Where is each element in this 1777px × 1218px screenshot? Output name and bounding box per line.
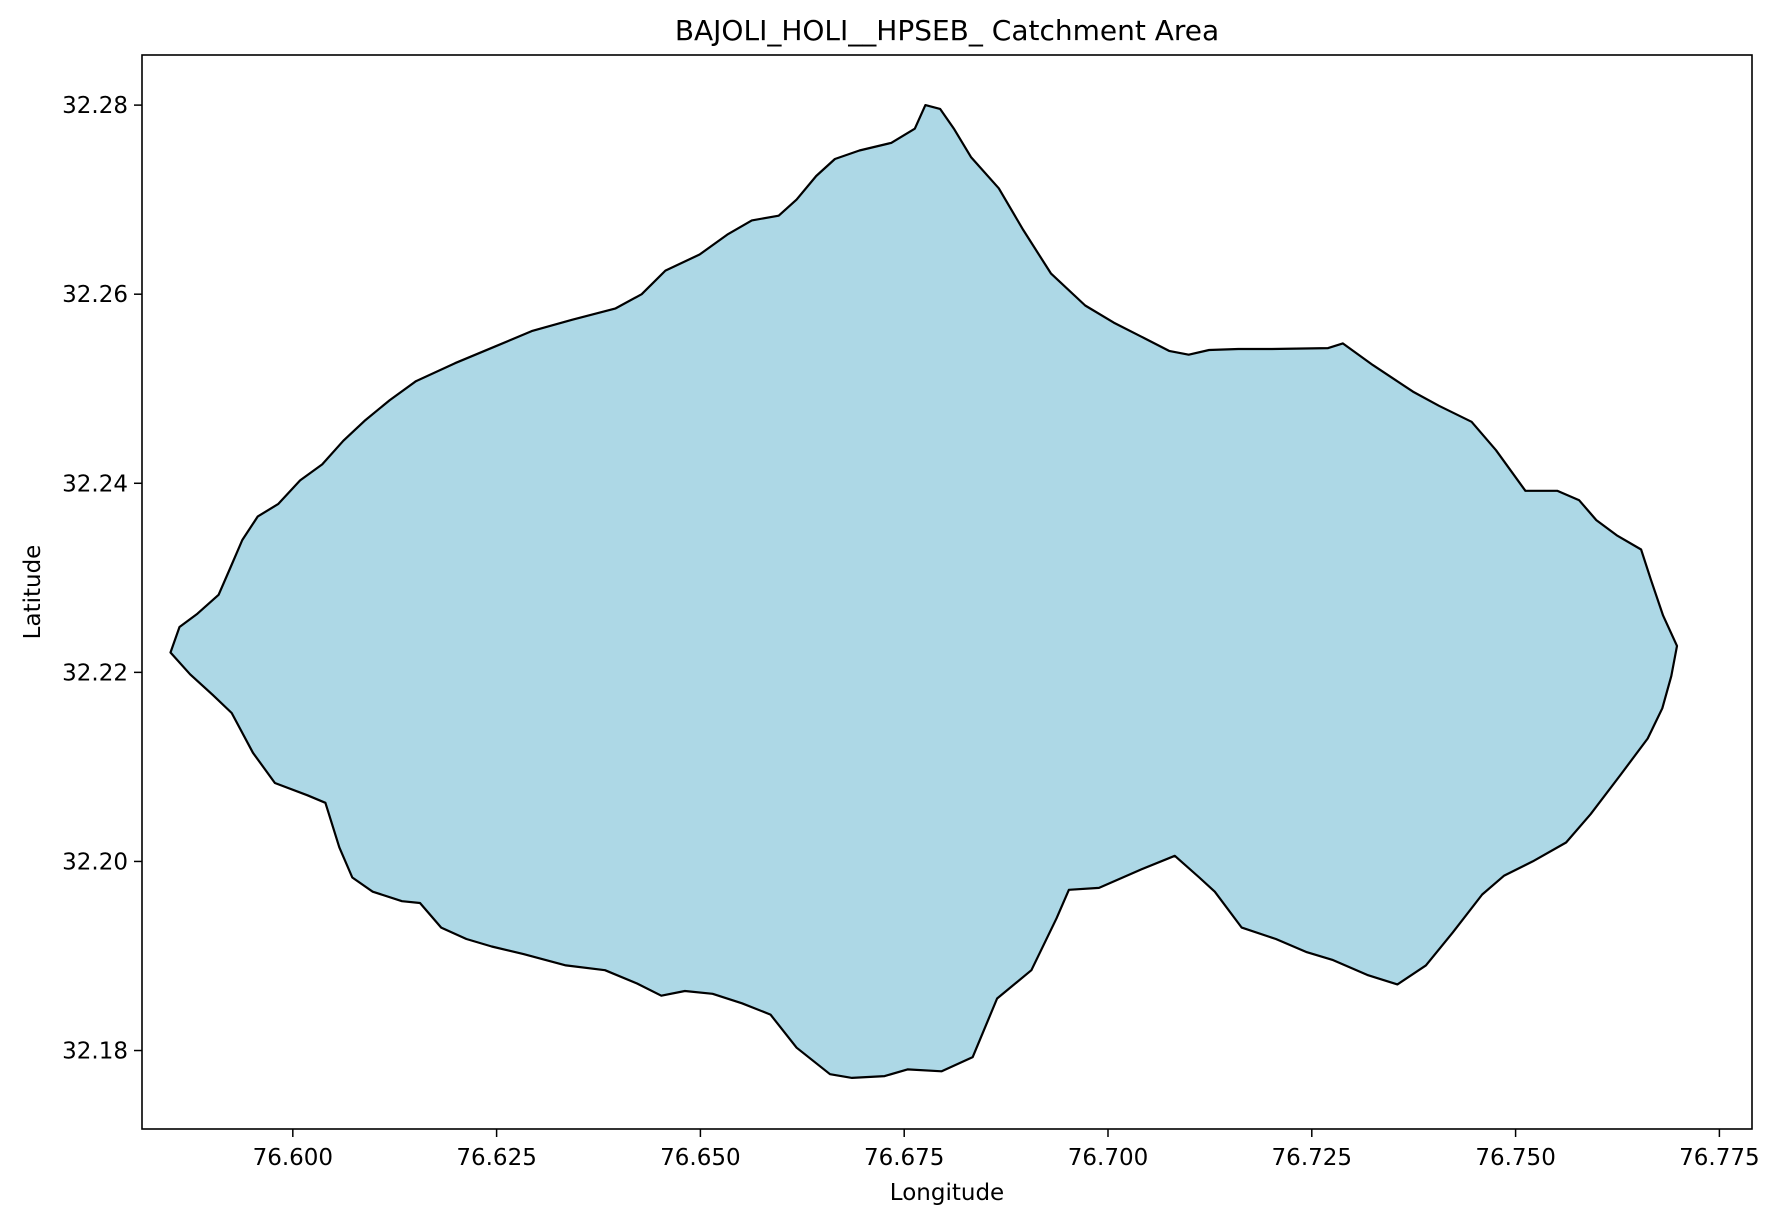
y-tick-label: 32.22 — [62, 660, 128, 686]
catchment-polygon — [169, 104, 1679, 1079]
x-axis-ticks: 76.600 76.625 76.650 76.675 76.700 76.725 76.7… — [253, 1129, 1760, 1171]
y-tick-label: 32.24 — [62, 471, 128, 497]
y-tick-label: 32.28 — [62, 93, 128, 119]
x-tick-label: 76.725 — [1272, 1145, 1352, 1171]
y-axis-ticks: 32.18 32.20 32.22 32.24 32.26 32.28 — [62, 93, 142, 1065]
y-tick-label: 32.26 — [62, 282, 128, 308]
x-tick-label: 76.625 — [456, 1145, 536, 1171]
x-tick-label: 76.675 — [864, 1145, 944, 1171]
y-axis-label: Latitude — [20, 545, 46, 640]
y-tick-label: 32.20 — [62, 849, 128, 875]
chart-title: BAJOLI_HOLI__HPSEB_ Catchment Area — [675, 14, 1219, 47]
x-tick-label: 76.700 — [1068, 1145, 1148, 1171]
x-tick-label: 76.650 — [660, 1145, 740, 1171]
x-tick-label: 76.750 — [1475, 1145, 1555, 1171]
y-tick-label: 32.18 — [62, 1039, 128, 1065]
x-tick-label: 76.600 — [253, 1145, 333, 1171]
x-axis-label: Longitude — [890, 1180, 1004, 1206]
x-tick-label: 76.775 — [1679, 1145, 1759, 1171]
axes-frame — [141, 54, 1753, 1130]
plot-area — [141, 54, 1753, 1130]
